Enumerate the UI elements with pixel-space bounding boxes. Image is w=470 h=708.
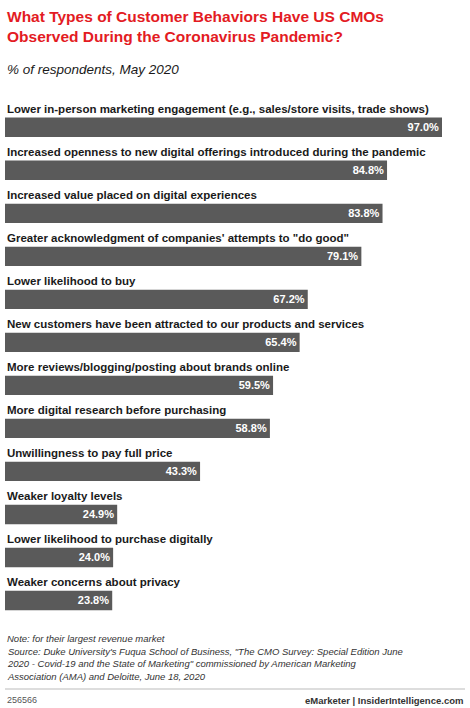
svg-text:65.4%: 65.4% [265, 336, 296, 348]
svg-text:84.8%: 84.8% [353, 164, 384, 176]
svg-text:More reviews/blogging/posting: More reviews/blogging/posting about bran… [7, 361, 289, 373]
svg-text:97.0%: 97.0% [408, 121, 439, 133]
svg-text:23.8%: 23.8% [78, 594, 109, 606]
svg-text:% of respondents, May 2020: % of respondents, May 2020 [7, 62, 179, 77]
svg-text:Lower in-person marketing enga: Lower in-person marketing engagement (e.… [7, 103, 429, 115]
svg-text:Lower likelihood to buy: Lower likelihood to buy [7, 275, 136, 287]
svg-text:43.3%: 43.3% [166, 465, 197, 477]
svg-text:What Types of Customer Behavio: What Types of Customer Behaviors Have US… [7, 8, 384, 45]
svg-text:Weaker concerns about privacy: Weaker concerns about privacy [7, 576, 181, 588]
svg-text:Greater acknowledgment of comp: Greater acknowledgment of companies' att… [7, 232, 349, 244]
svg-text:Weaker loyalty levels: Weaker loyalty levels [7, 490, 123, 502]
svg-text:24.0%: 24.0% [79, 551, 110, 563]
svg-text:256566: 256566 [7, 695, 37, 705]
svg-text:24.9%: 24.9% [83, 508, 114, 520]
svg-text:Increased value placed on digi: Increased value placed on digital experi… [7, 189, 257, 201]
svg-text:Lower likelihood to purchase d: Lower likelihood to purchase digitally [7, 533, 213, 545]
svg-text:79.1%: 79.1% [327, 250, 358, 262]
svg-text:Note: for their largest revenu: Note: for their largest revenue market [7, 633, 165, 644]
svg-text:Unwillingness to pay full pric: Unwillingness to pay full price [7, 447, 173, 459]
svg-text:83.8%: 83.8% [348, 207, 379, 219]
svg-text:Source: Duke University's Fuqu: Source: Duke University's Fuqua School o… [7, 646, 403, 682]
svg-text:New customers have been attrac: New customers have been attracted to our… [7, 318, 364, 330]
svg-text:67.2%: 67.2% [273, 293, 304, 305]
svg-text:More digital research before p: More digital research before purchasing [7, 404, 226, 416]
svg-text:eMarketer | InsiderIntelligenc: eMarketer | InsiderIntelligence.com [305, 695, 463, 706]
svg-text:Increased openness to new digi: Increased openness to new digital offeri… [7, 146, 426, 158]
svg-text:58.8%: 58.8% [235, 422, 266, 434]
svg-text:59.5%: 59.5% [239, 379, 270, 391]
